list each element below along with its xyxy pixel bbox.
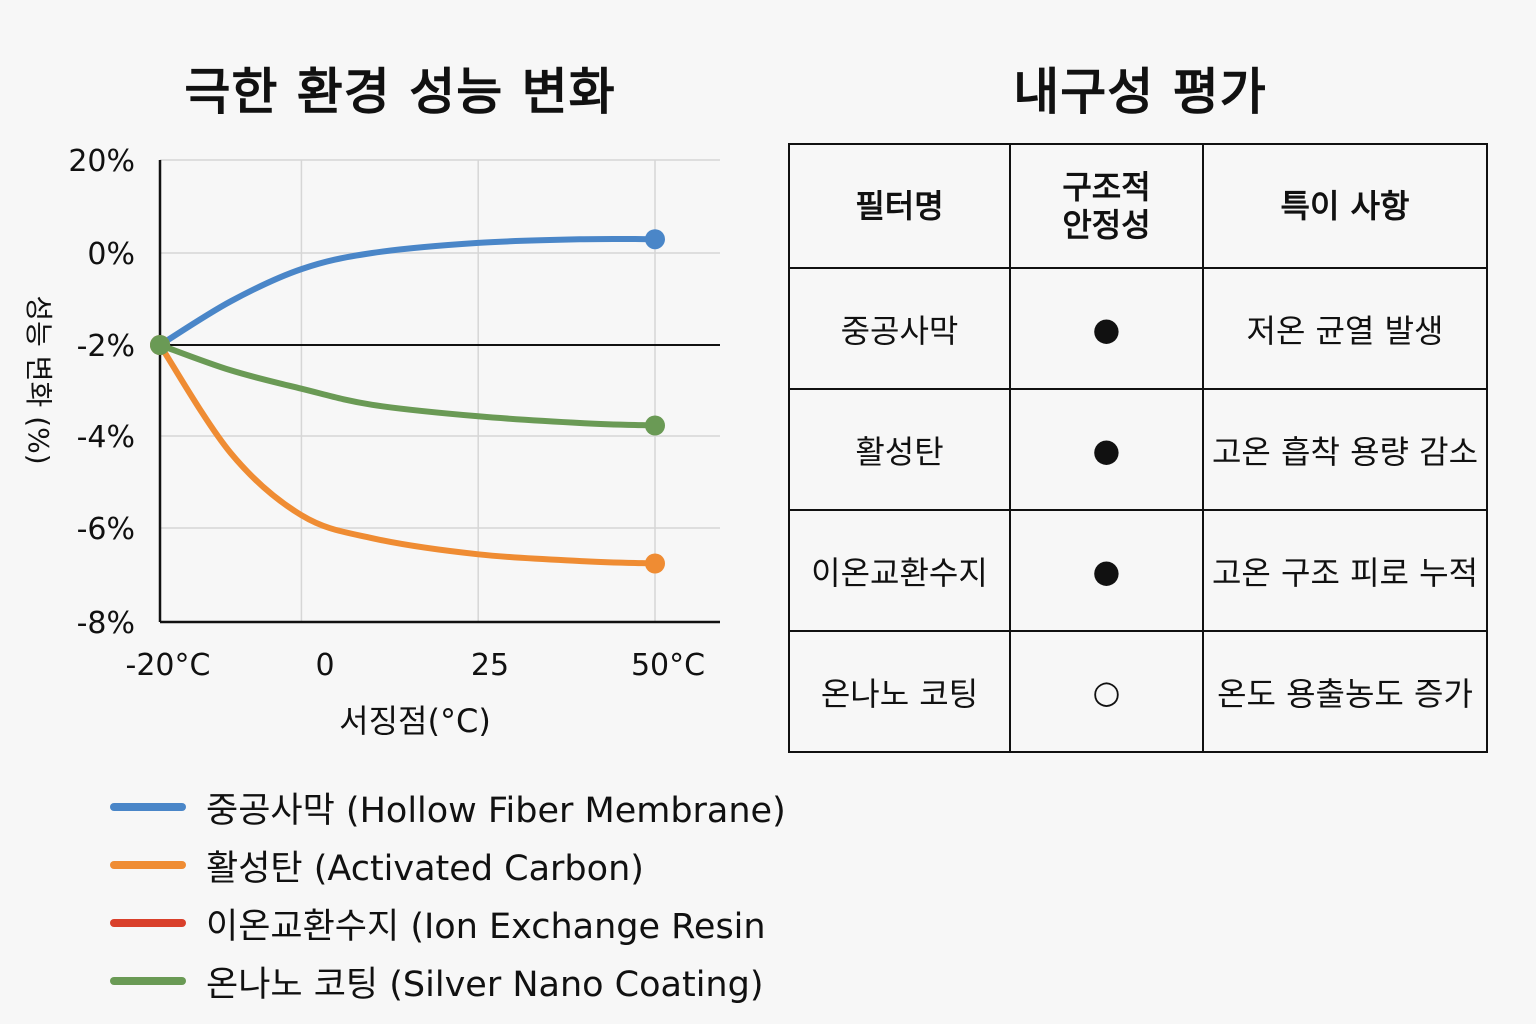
header-filter-name: 필터명 [788, 143, 1011, 269]
axes [158, 160, 720, 624]
header-notes: 특이 사항 [1202, 143, 1488, 269]
y-tick-label: 20% [68, 144, 135, 179]
row-note: 온도 용출농도 증가 [1202, 630, 1488, 753]
row-filter-name: 활성탄 [788, 388, 1011, 511]
y-tick-label: 0% [87, 237, 135, 272]
legend-label: 온나노 코팅 (Silver Nano Coating) [206, 964, 764, 1005]
row-filter-name: 중공사막 [788, 267, 1011, 390]
y-axis-label: 성능 변화 (%) [22, 295, 55, 465]
series-marker [645, 229, 665, 250]
series-line [157, 235, 658, 348]
series-line [157, 342, 658, 567]
x-tick-label: 50°C [631, 648, 705, 683]
header-structural-stability-text: 구조적 안정성 [1062, 167, 1151, 244]
stability-mark: ● [1009, 388, 1204, 511]
legend-item: 중공사막 (Hollow Fiber Membrane) [110, 778, 786, 836]
tick-labels: 20% 0% -2% -4% -6% -8% -20°C 0 25 50°C [68, 144, 705, 683]
stability-mark: ● [1009, 267, 1204, 390]
legend-item: 활성탄 (Activated Carbon) [110, 836, 786, 894]
row-note: 저온 균열 발생 [1202, 267, 1488, 390]
table-row: 활성탄 ● 고온 흡착 용량 감소 [788, 388, 1488, 511]
line-chart: 20% 0% -2% -4% -6% -8% -20°C 0 25 50°C [68, 144, 720, 683]
legend-item: 이온교환수지 (Ion Exchange Resin [110, 894, 786, 952]
stability-mark: ○ [1009, 630, 1204, 753]
chart-title: 극한 환경 성능 변화 [184, 63, 616, 121]
table-row: 온나노 코팅 ○ 온도 용출농도 증가 [788, 630, 1488, 753]
legend-label: 이온교환수지 (Ion Exchange Resin [206, 906, 766, 947]
legend-swatch [110, 977, 186, 985]
x-tick-label: 25 [471, 648, 509, 683]
table-row: 이온교환수지 ● 고온 구조 피로 누적 [788, 509, 1488, 632]
table-row: 중공사막 ● 저온 균열 발생 [788, 267, 1488, 390]
y-tick-label: -2% [77, 329, 135, 364]
x-axis-label: 서징점(°C) [339, 702, 491, 740]
series-marker [150, 335, 170, 355]
legend-swatch [110, 861, 186, 869]
x-tick-label: 0 [315, 648, 334, 683]
series-marker [645, 553, 665, 574]
series-line [157, 342, 658, 429]
series-lines [150, 229, 665, 574]
table-header-row: 필터명 구조적 안정성 특이 사항 [788, 143, 1488, 269]
legend-swatch [110, 919, 186, 927]
durability-table: 필터명 구조적 안정성 특이 사항 중공사막 ● 저온 균열 발생 활성탄 ● … [788, 143, 1488, 753]
chart-legend: 중공사막 (Hollow Fiber Membrane) 활성탄 (Activat… [110, 778, 786, 1010]
legend-label: 활성탄 (Activated Carbon) [206, 848, 644, 889]
series-marker [645, 415, 665, 436]
row-filter-name: 이온교환수지 [788, 509, 1011, 632]
y-tick-label: -6% [77, 512, 135, 547]
stability-mark: ● [1009, 509, 1204, 632]
table-title: 내구성 평가 [1013, 63, 1267, 121]
row-note: 고온 흡착 용량 감소 [1202, 388, 1488, 511]
row-note: 고온 구조 피로 누적 [1202, 509, 1488, 632]
y-tick-label: -4% [77, 420, 135, 455]
grid-lines [160, 159, 720, 622]
legend-label: 중공사막 (Hollow Fiber Membrane) [206, 790, 786, 831]
x-tick-label: -20°C [126, 648, 211, 683]
row-filter-name: 온나노 코팅 [788, 630, 1011, 753]
legend-item: 온나노 코팅 (Silver Nano Coating) [110, 952, 786, 1010]
header-structural-stability: 구조적 안정성 [1009, 143, 1204, 269]
legend-swatch [110, 803, 186, 811]
y-tick-label: -8% [77, 606, 135, 641]
